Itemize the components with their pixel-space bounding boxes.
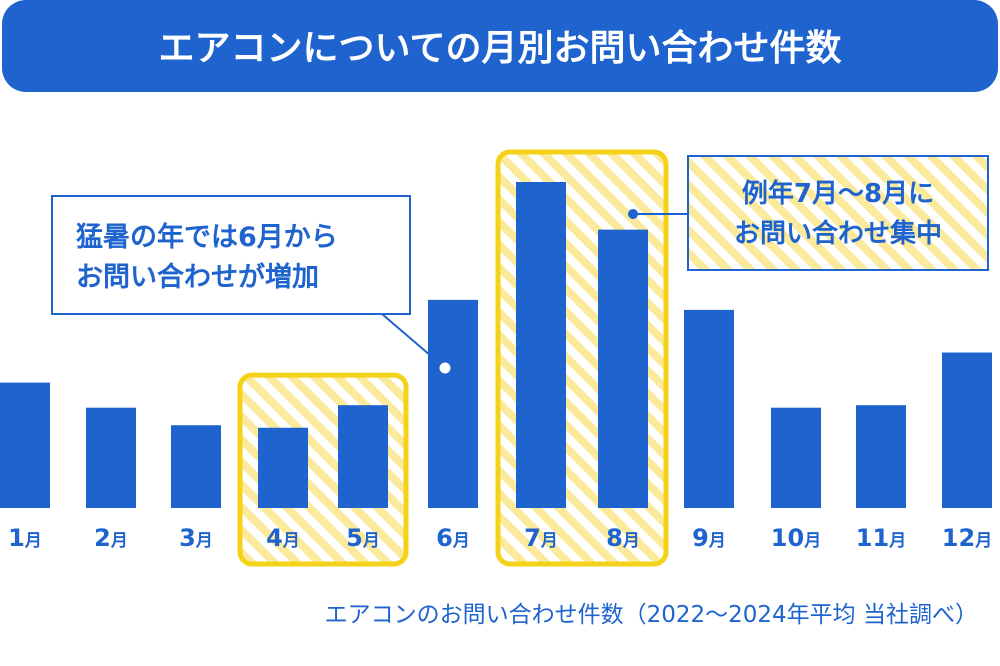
bar-1 — [0, 382, 50, 508]
x-label-2: 2月 — [94, 524, 128, 552]
callout-2-line-1: 例年7月〜8月に — [742, 178, 934, 209]
bar-9 — [684, 309, 734, 508]
x-label-12: 12月 — [942, 524, 992, 552]
x-label-6: 6月 — [436, 524, 470, 552]
x-label-1: 1月 — [8, 524, 42, 552]
bar-7 — [516, 182, 566, 508]
x-label-11: 11月 — [856, 524, 906, 552]
x-label-5: 5月 — [346, 524, 380, 552]
callout-1-dot — [436, 359, 454, 377]
bar-10 — [771, 407, 821, 508]
x-label-3: 3月 — [179, 524, 213, 552]
callout-1-leader — [381, 313, 446, 369]
x-axis-labels: 1月 2月 3月 4月 5月 6月 7月 8月 9月 10月 11月 12月 — [8, 524, 992, 552]
bar-12 — [942, 352, 992, 508]
footnote: エアコンのお問い合わせ件数（2022〜2024年平均 当社調べ） — [325, 602, 978, 628]
callout-2-line-2: お問い合わせ集中 — [734, 218, 942, 249]
bar-11 — [856, 405, 906, 508]
bar-6 — [428, 299, 478, 508]
x-label-8: 8月 — [606, 524, 640, 552]
bar-3 — [171, 425, 221, 508]
bar-2 — [86, 407, 136, 508]
chart-title: エアコンについての月別お問い合わせ件数 — [159, 28, 842, 69]
bar-4 — [258, 427, 308, 508]
bars — [0, 182, 992, 508]
x-label-7: 7月 — [524, 524, 558, 552]
x-label-4: 4月 — [266, 524, 300, 552]
bar-8 — [598, 229, 648, 508]
x-label-10: 10月 — [771, 524, 821, 552]
x-label-9: 9月 — [692, 524, 726, 552]
callout-1-line-1: 猛暑の年では6月から — [76, 221, 338, 253]
title-banner — [2, 0, 998, 92]
callout-2-dot — [628, 209, 638, 219]
bar-5 — [338, 405, 388, 508]
callout-1-line-2: お問い合わせが増加 — [76, 261, 319, 293]
